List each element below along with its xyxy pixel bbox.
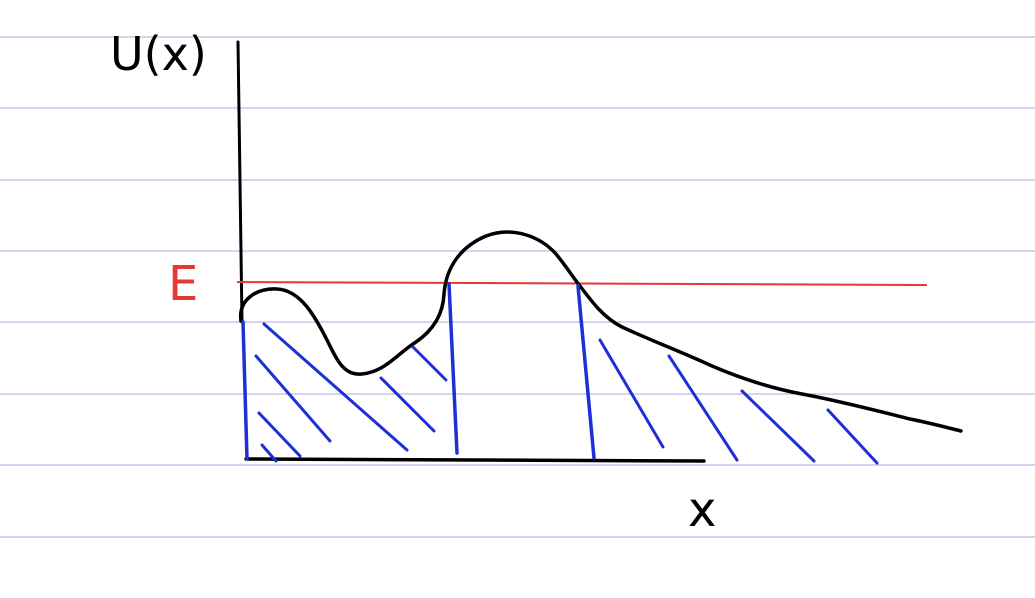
boundary-line-middle [447, 282, 459, 455]
boundary-line-left [241, 320, 249, 461]
hatch-mark [262, 322, 409, 452]
potential-curve [239, 230, 963, 433]
hatch-mark [379, 376, 436, 433]
energy-label: E [168, 256, 199, 312]
y-axis-label: U(x) [110, 27, 207, 81]
hatch-mark [254, 354, 332, 443]
hatch-mark [826, 408, 879, 465]
energy-level-line [236, 281, 928, 286]
y-axis [236, 40, 244, 324]
hatch-mark [667, 354, 739, 462]
x-axis [244, 457, 706, 463]
ruled-lines [0, 36, 1035, 538]
hatch-mark [740, 389, 816, 463]
x-axis-label: x [688, 482, 717, 538]
hatch-mark [411, 345, 448, 382]
region-hatching [254, 322, 879, 465]
hatch-mark [257, 411, 302, 458]
forbidden-region-boundaries [241, 282, 596, 461]
hatch-mark [260, 443, 278, 463]
hatch-mark [598, 338, 665, 449]
boundary-line-right [576, 284, 596, 460]
